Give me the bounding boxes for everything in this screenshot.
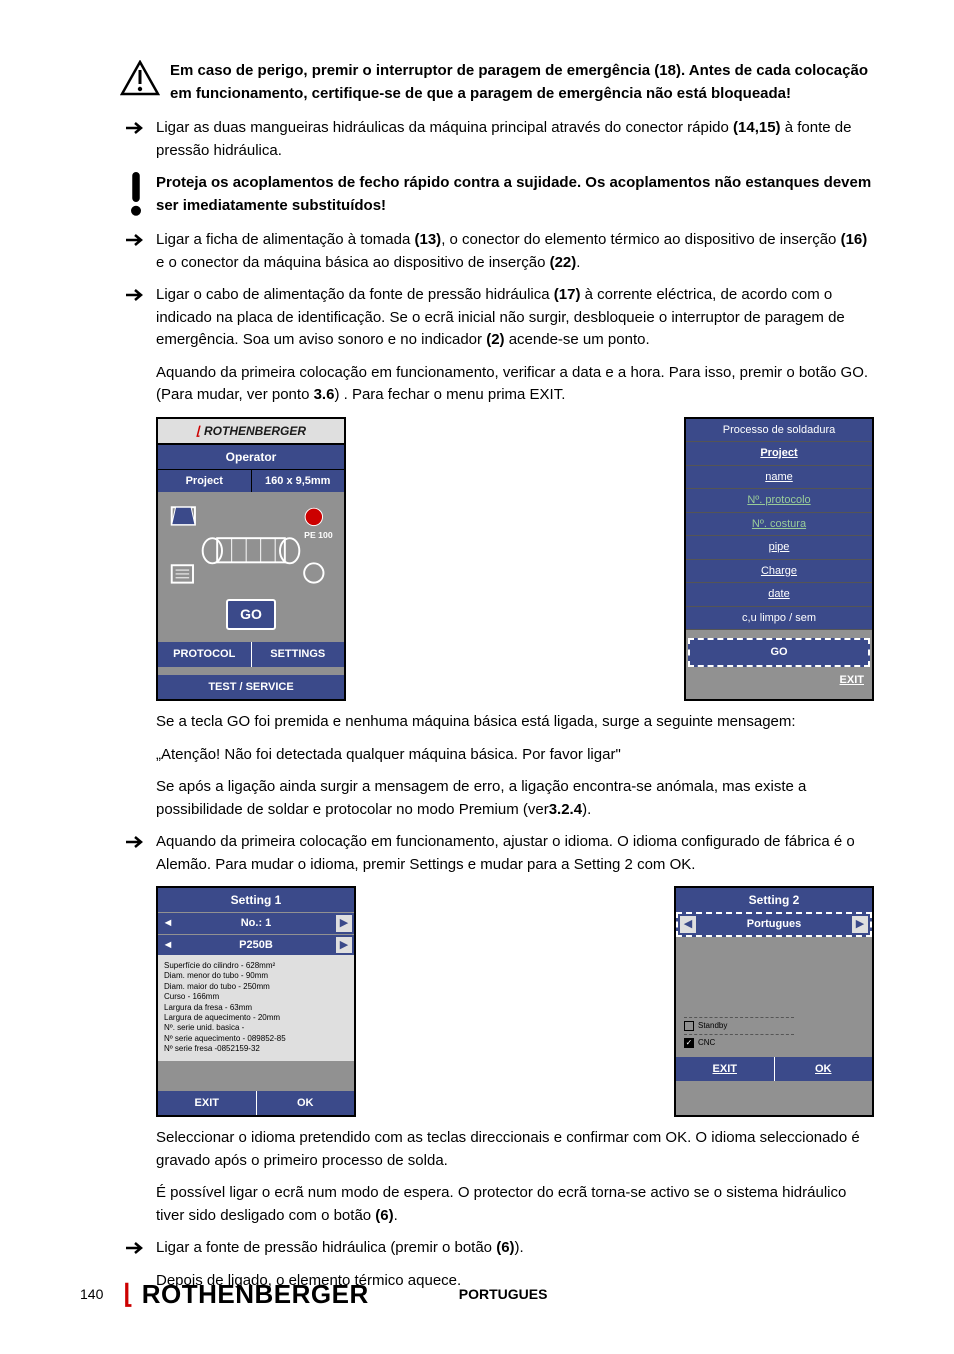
screen-processo: Processo de soldadura Project name Nº. p… (684, 417, 874, 702)
bullet-4-text: Aquando da primeira colocação em funcion… (156, 831, 874, 876)
setting2-lang-row: ◀ Portugues ▶ (676, 912, 872, 937)
screen2-go[interactable]: GO (688, 638, 870, 667)
spec-line: Diam. menor do tubo - 90mm (164, 971, 348, 981)
screen1-size[interactable]: 160 x 9,5mm (252, 470, 345, 493)
setting1-model: P250B (176, 937, 336, 954)
footer-lang: PORTUGUES (459, 1284, 548, 1305)
left-arrow-icon[interactable]: ◄ (160, 915, 176, 932)
screen-setting1: Setting 1 ◄ No.: 1 ▶ ◄ P250B ▶ Superfíci… (156, 886, 356, 1117)
setting1-specs: Superfície do cilindro - 628mm²Diam. men… (158, 955, 354, 1061)
screen-operator: ⌊ ROTHENBERGER Operator Project 160 x 9,… (156, 417, 346, 702)
spec-line: Largura de aquecimento - 20mm (164, 1013, 348, 1023)
setting1-exit[interactable]: EXIT (158, 1091, 257, 1116)
cnc-label[interactable]: CNC (698, 1037, 715, 1049)
warning-block-1: Em caso de perigo, premir o interruptor … (130, 60, 874, 105)
bullet-5: Ligar a fonte de pressão hidráulica (pre… (130, 1237, 874, 1260)
screen-setting2: Setting 2 ◀ Portugues ▶ Standby ✓ CNC EX… (674, 886, 874, 1117)
screen2-pipe[interactable]: pipe (686, 536, 872, 560)
setting1-title: Setting 1 (158, 888, 354, 912)
setting2-exit[interactable]: EXIT (676, 1057, 775, 1082)
warning-triangle-icon (120, 60, 160, 98)
spec-line: Nº serie aquecimento - 089852-85 (164, 1034, 348, 1044)
left-arrow-icon[interactable]: ◀ (680, 916, 696, 933)
bullet-4: Aquando da primeira colocação em funcion… (130, 831, 874, 876)
bullet-2: Ligar a ficha de alimentação à tomada (1… (130, 229, 874, 274)
screen1-footer: PROTOCOL SETTINGS (158, 642, 344, 667)
setting2-title: Setting 2 (676, 888, 872, 912)
page-number: 140 (80, 1284, 103, 1305)
setting2-lang: Portugues (696, 916, 852, 933)
test-service-button[interactable]: TEST / SERVICE (158, 675, 344, 700)
screens-row-2: Setting 1 ◄ No.: 1 ▶ ◄ P250B ▶ Superfíci… (156, 886, 874, 1117)
screen2-project[interactable]: Project (686, 442, 872, 466)
para-msg2: Se após a ligação ainda surgir a mensage… (156, 776, 874, 821)
screen2-protocolo[interactable]: Nº. protocolo (686, 489, 872, 513)
machine-diagram-icon: PE 100 (164, 498, 338, 588)
arrow-right-icon (126, 1240, 146, 1256)
right-arrow-icon[interactable]: ▶ (336, 915, 352, 932)
arrow-right-icon (126, 232, 146, 248)
warning-block-2: Proteja os acoplamentos de fecho rápido … (130, 172, 874, 217)
screens-row-1: ⌊ ROTHENBERGER Operator Project 160 x 9,… (156, 417, 874, 702)
footer-logo: ⌊ ROTHENBERGER (123, 1275, 368, 1314)
setting1-no: No.: 1 (176, 915, 336, 932)
warning-text-1: Em caso de perigo, premir o interruptor … (170, 60, 874, 105)
svg-text:PE 100: PE 100 (304, 530, 333, 540)
screen2-name[interactable]: name (686, 466, 872, 490)
setting2-footer: EXIT OK (676, 1057, 872, 1082)
setting1-ok[interactable]: OK (257, 1091, 355, 1116)
spec-line: Nº serie fresa -0852159-32 (164, 1044, 348, 1054)
para-quote: „Atenção! Não foi detectada qualquer máq… (156, 744, 874, 767)
screen1-project-row: Project 160 x 9,5mm (158, 470, 344, 493)
bullet-2-text: Ligar a ficha de alimentação à tomada (1… (156, 229, 874, 274)
screen1-project[interactable]: Project (158, 470, 252, 493)
spec-line: Curso - 166mm (164, 992, 348, 1002)
bullet-1-text: Ligar as duas mangueiras hidráulicas da … (156, 117, 874, 162)
arrow-right-icon (126, 120, 146, 136)
bullet-3-text: Ligar o cabo de alimentação da fonte de … (156, 284, 874, 352)
para-ecra: É possível ligar o ecrã num modo de espe… (156, 1182, 874, 1227)
spec-line: Superfície do cilindro - 628mm² (164, 961, 348, 971)
arrow-right-icon (126, 287, 146, 303)
spec-line: Diam. maior do tubo - 250mm (164, 982, 348, 992)
setting2-body: Standby ✓ CNC (676, 937, 872, 1057)
screen2-header: Processo de soldadura (686, 419, 872, 443)
screen2-costura[interactable]: Nº. costura (686, 513, 872, 537)
protocol-button[interactable]: PROTOCOL (158, 642, 252, 667)
spec-line: Nº. serie unid. basica - (164, 1023, 348, 1033)
right-arrow-icon[interactable]: ▶ (336, 937, 352, 954)
para-go: Aquando da primeira colocação em funcion… (156, 362, 874, 407)
bullet-5-text: Ligar a fonte de pressão hidráulica (pre… (156, 1237, 524, 1260)
page-footer: 140 ⌊ ROTHENBERGER PORTUGUES (80, 1275, 874, 1314)
exclamation-icon (126, 172, 146, 217)
para-msg1: Se a tecla GO foi premida e nenhuma máqu… (156, 711, 874, 734)
screen2-exit[interactable]: EXIT (686, 669, 872, 692)
bullet-3: Ligar o cabo de alimentação da fonte de … (130, 284, 874, 352)
screen1-operator[interactable]: Operator (158, 445, 344, 470)
bullet-1: Ligar as duas mangueiras hidráulicas da … (130, 117, 874, 162)
para-sel: Seleccionar o idioma pretendido com as t… (156, 1127, 874, 1172)
right-arrow-icon[interactable]: ▶ (852, 916, 868, 933)
standby-label[interactable]: Standby (698, 1020, 727, 1032)
setting1-model-row: ◄ P250B ▶ (158, 934, 354, 956)
arrow-right-icon (126, 834, 146, 850)
checkbox-area: Standby ✓ CNC (684, 1017, 794, 1049)
spec-line: Largura da fresa - 63mm (164, 1003, 348, 1013)
setting2-ok[interactable]: OK (775, 1057, 873, 1082)
setting1-no-row: ◄ No.: 1 ▶ (158, 912, 354, 934)
screen2-charge[interactable]: Charge (686, 560, 872, 584)
setting1-footer: EXIT OK (158, 1091, 354, 1116)
screen2-date[interactable]: date (686, 583, 872, 607)
settings-button[interactable]: SETTINGS (252, 642, 345, 667)
screen1-body: PE 100 GO (158, 492, 344, 642)
warning-text-2: Proteja os acoplamentos de fecho rápido … (156, 172, 874, 217)
go-button[interactable]: GO (226, 599, 276, 630)
left-arrow-icon[interactable]: ◄ (160, 937, 176, 954)
screen1-brand: ⌊ ROTHENBERGER (158, 419, 344, 445)
screen2-limpo[interactable]: c,u limpo / sem (686, 607, 872, 631)
